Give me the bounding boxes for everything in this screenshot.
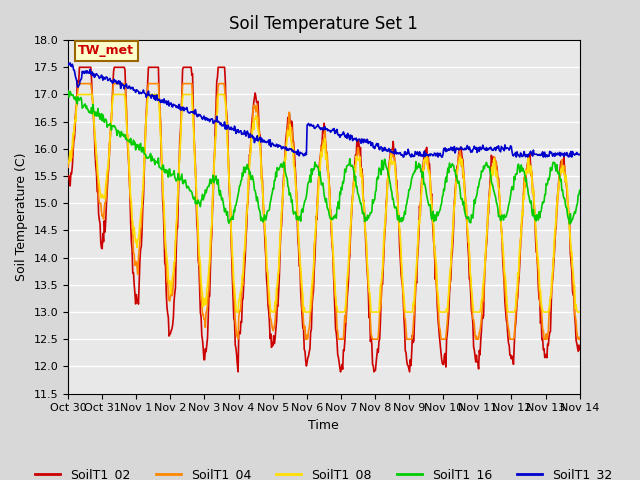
Text: TW_met: TW_met [78,44,134,57]
X-axis label: Time: Time [308,419,339,432]
Title: Soil Temperature Set 1: Soil Temperature Set 1 [229,15,419,33]
Y-axis label: Soil Temperature (C): Soil Temperature (C) [15,153,28,281]
Legend: SoilT1_02, SoilT1_04, SoilT1_08, SoilT1_16, SoilT1_32: SoilT1_02, SoilT1_04, SoilT1_08, SoilT1_… [31,464,617,480]
